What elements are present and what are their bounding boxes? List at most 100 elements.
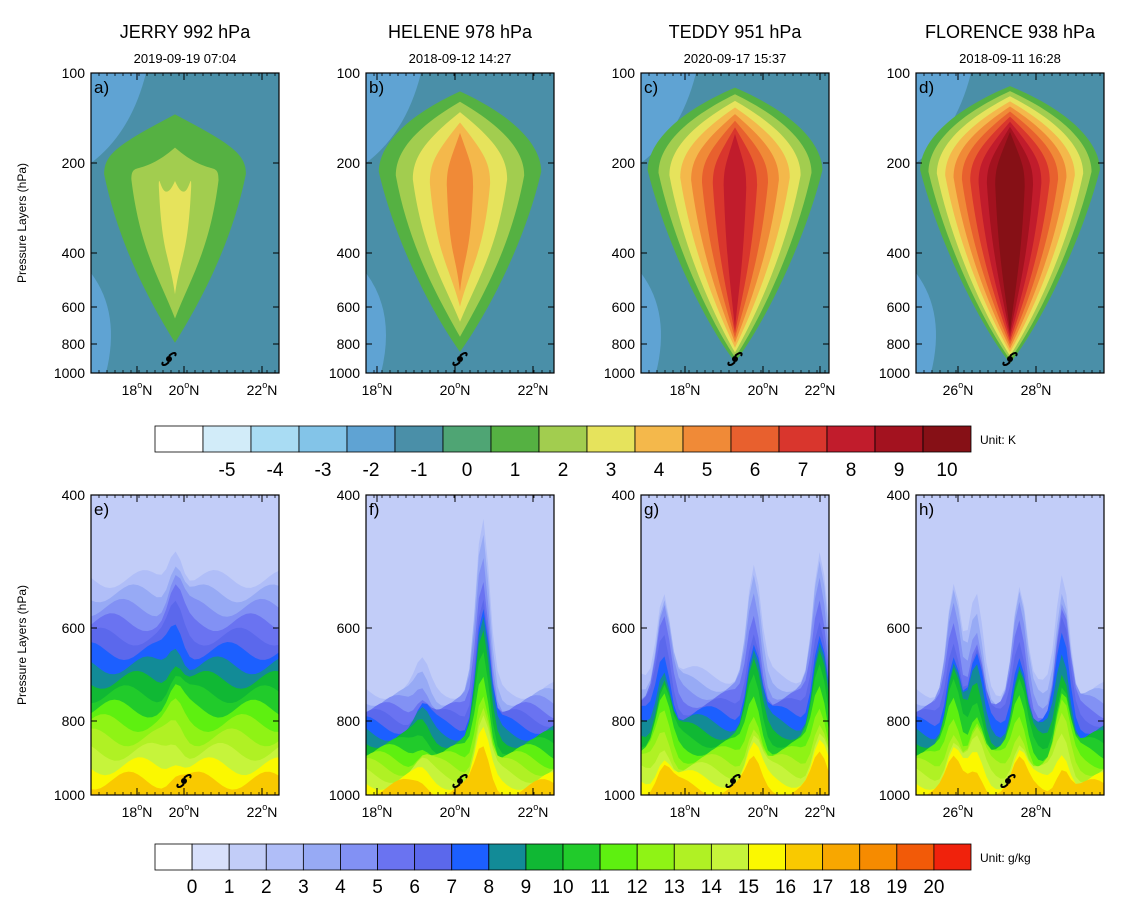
x-tick-label: 20oN — [748, 380, 779, 398]
y-tick-label: 400 — [887, 487, 911, 503]
y-tick-label: 1000 — [329, 787, 360, 803]
colorbar-label: 1 — [510, 460, 521, 481]
storm-symbol — [176, 774, 192, 788]
colorbar-swatch — [826, 425, 876, 453]
y-tick-label: 400 — [337, 487, 361, 503]
panel-subtitle: 2020-09-17 15:37 — [684, 51, 787, 66]
colorbar-label: 10 — [552, 877, 573, 898]
y-tick-label: 800 — [337, 713, 361, 729]
panel-label: d) — [919, 78, 934, 97]
colorbar-swatch — [154, 425, 204, 453]
contour-field — [916, 73, 1104, 373]
contour-cold-patch — [916, 273, 936, 373]
y-tick-label: 400 — [612, 245, 636, 261]
y-tick-label: 100 — [887, 65, 911, 81]
panel-0: 100 200 400 600 800 1000 18oN 20oN 22oN a) JERRY 9… — [15, 22, 280, 398]
colorbar-label: 13 — [664, 877, 685, 898]
colorbar-label: 9 — [521, 877, 532, 898]
y-axis-title: Pressure Layers (hPa) — [15, 163, 29, 283]
colorbar-label: -5 — [219, 460, 236, 481]
x-tick-label: 18oN — [122, 802, 153, 820]
colorbar-label: 8 — [484, 877, 495, 898]
x-tick-label: 20oN — [440, 380, 471, 398]
colorbar-label: 6 — [409, 877, 420, 898]
x-tick-label: 22oN — [518, 380, 549, 398]
contour-cold-patch — [366, 73, 421, 163]
x-tick-label: 18oN — [122, 380, 153, 398]
y-tick-label: 800 — [62, 713, 86, 729]
colorbar-swatch — [599, 843, 638, 871]
colorbar-label: 8 — [846, 460, 857, 481]
y-tick-label: 1000 — [879, 787, 910, 803]
contour-field — [91, 495, 279, 795]
y-tick-label: 600 — [337, 620, 361, 636]
colorbar-label: -2 — [363, 460, 380, 481]
y-tick-label: 800 — [887, 336, 911, 352]
panel-2: 100 200 400 600 800 1000 18oN 20oN 22oN c) TEDDY 9… — [604, 22, 836, 398]
colorbar-temperature: -5 -4 -3 -2 -1 0 1 2 3 4 5 6 7 8 9 10 Unit: K — [154, 425, 1016, 481]
panel-4: 400 600 800 1000 18oN 20oN 22oN e) Pressure Laye… — [15, 487, 280, 820]
colorbar-swatch — [673, 843, 712, 871]
colorbar-label: 4 — [654, 460, 665, 481]
y-tick-label: 600 — [887, 299, 911, 315]
contour-field — [641, 495, 829, 795]
contour-cold-patch — [366, 273, 386, 373]
contour-level-3 — [158, 180, 192, 295]
y-tick-label: 600 — [612, 620, 636, 636]
colorbar-swatch — [748, 843, 786, 871]
contour-cold-patch — [916, 73, 971, 163]
colorbar-swatch — [250, 425, 300, 453]
colorbar-label: -4 — [267, 460, 284, 481]
colorbar-label: 18 — [849, 877, 870, 898]
y-tick-label: 1000 — [604, 365, 635, 381]
colorbar-unit: Unit: g/kg — [980, 851, 1031, 865]
colorbar-label: 0 — [462, 460, 473, 481]
colorbar-swatch — [634, 425, 684, 453]
colorbar-swatch — [414, 843, 453, 871]
y-tick-label: 200 — [337, 155, 361, 171]
x-tick-label: 18oN — [670, 802, 701, 820]
y-tick-label: 800 — [887, 713, 911, 729]
contour-field — [366, 73, 554, 373]
contour-level-5 — [446, 132, 474, 292]
y-tick-label: 600 — [337, 299, 361, 315]
contour-field — [91, 73, 279, 373]
plot-frame — [365, 72, 555, 374]
x-tick-label: 22oN — [805, 802, 836, 820]
colorbar-swatch — [490, 425, 540, 453]
colorbar-swatch — [228, 843, 267, 871]
y-axis-title: Pressure Layers (hPa) — [15, 585, 29, 705]
contour-field — [641, 73, 829, 373]
colorbar-label: 16 — [775, 877, 796, 898]
y-tick-label: 200 — [62, 155, 86, 171]
colorbar-swatch — [730, 425, 780, 453]
colorbar-label: 12 — [627, 877, 648, 898]
colorbar-swatch — [202, 425, 252, 453]
x-tick-label: 28oN — [1021, 802, 1052, 820]
colorbar-swatch — [488, 843, 527, 871]
colorbar-swatch — [340, 843, 378, 871]
y-tick-label: 400 — [612, 487, 636, 503]
contour-cold-patch — [641, 273, 661, 373]
contour-cold-patch — [91, 273, 111, 373]
y-tick-label: 600 — [887, 620, 911, 636]
y-tick-label: 400 — [337, 245, 361, 261]
plot-frame — [915, 494, 1105, 796]
x-tick-label: 22oN — [805, 380, 836, 398]
x-tick-label: 18oN — [362, 802, 393, 820]
contour-level-10 — [995, 131, 1025, 330]
colorbar-swatch — [778, 425, 828, 453]
colorbar-label: 7 — [798, 460, 809, 481]
storm-symbol — [725, 774, 741, 788]
y-tick-label: 1000 — [604, 787, 635, 803]
colorbar-swatch — [298, 425, 348, 453]
colorbar-swatch — [562, 843, 601, 871]
contour-field — [366, 495, 554, 795]
colorbar-label: 4 — [335, 877, 346, 898]
storm-symbol — [161, 352, 177, 366]
x-tick-label: 18oN — [362, 380, 393, 398]
x-tick-label: 20oN — [169, 802, 200, 820]
storm-symbol — [1002, 352, 1018, 366]
colorbar-swatch — [538, 425, 588, 453]
